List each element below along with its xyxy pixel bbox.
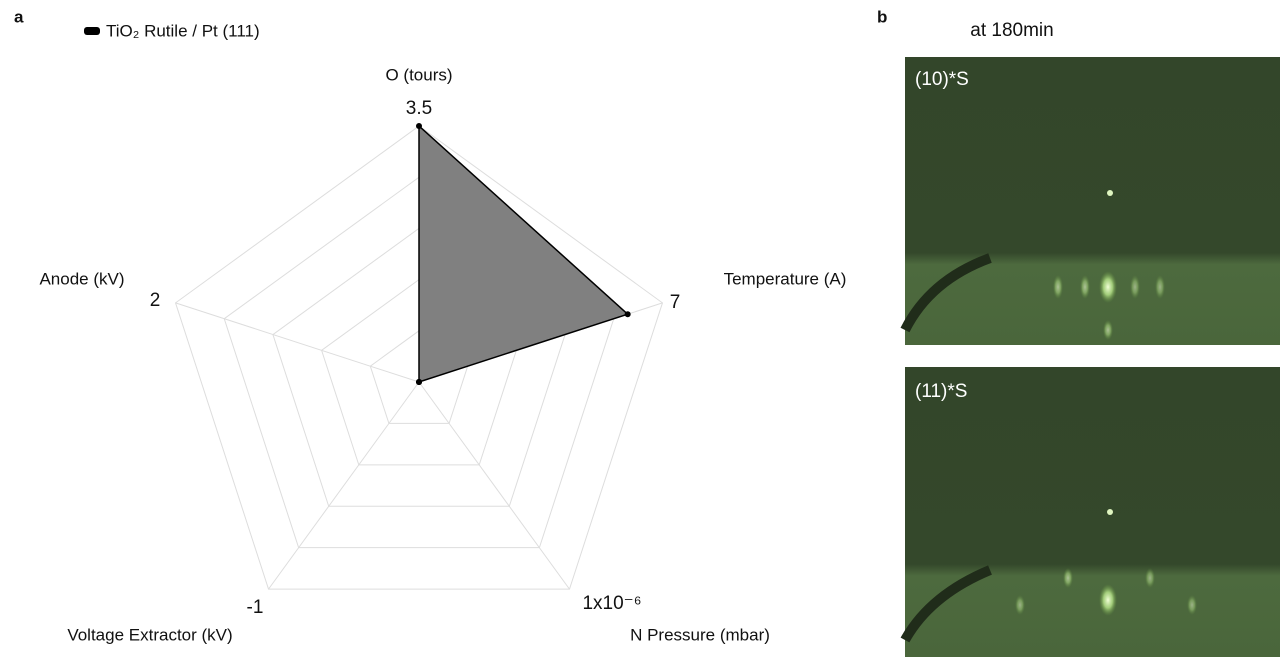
image-panel: (11)*S bbox=[900, 367, 1280, 657]
legend-swatch bbox=[84, 27, 100, 35]
axis-max-label: 1x10⁻⁶ bbox=[582, 593, 641, 614]
axis-line bbox=[268, 381, 420, 590]
image-label: (10)*S bbox=[915, 69, 969, 90]
axis-max-label: 3.5 bbox=[406, 98, 432, 119]
axis-max-label: 2 bbox=[150, 290, 161, 311]
image-panel: (10)*S bbox=[900, 57, 1280, 345]
axis-name: Anode (kV) bbox=[39, 269, 124, 288]
radar-point bbox=[416, 123, 422, 129]
axis-name: O (tours) bbox=[385, 65, 452, 84]
axis-name: Voltage Extractor (kV) bbox=[67, 625, 232, 644]
radar-point bbox=[624, 311, 631, 318]
panel-label: a bbox=[14, 7, 24, 26]
axis-line bbox=[418, 381, 570, 590]
grid-ring bbox=[174, 125, 664, 590]
axis-max-label: -1 bbox=[247, 597, 264, 618]
radar-area bbox=[418, 124, 630, 384]
panel-label: b bbox=[877, 7, 887, 26]
axis-name: N Pressure (mbar) bbox=[630, 625, 770, 644]
axis-max-label: 7 bbox=[670, 292, 681, 313]
image-title: at 180min bbox=[970, 20, 1053, 41]
image-label: (11)*S bbox=[915, 381, 967, 402]
axis-name: Temperature (A) bbox=[724, 269, 847, 288]
legend-label: TiO₂ Rutile / Pt (111) bbox=[106, 21, 260, 40]
radar-point bbox=[416, 379, 422, 385]
axis-line bbox=[175, 302, 420, 383]
